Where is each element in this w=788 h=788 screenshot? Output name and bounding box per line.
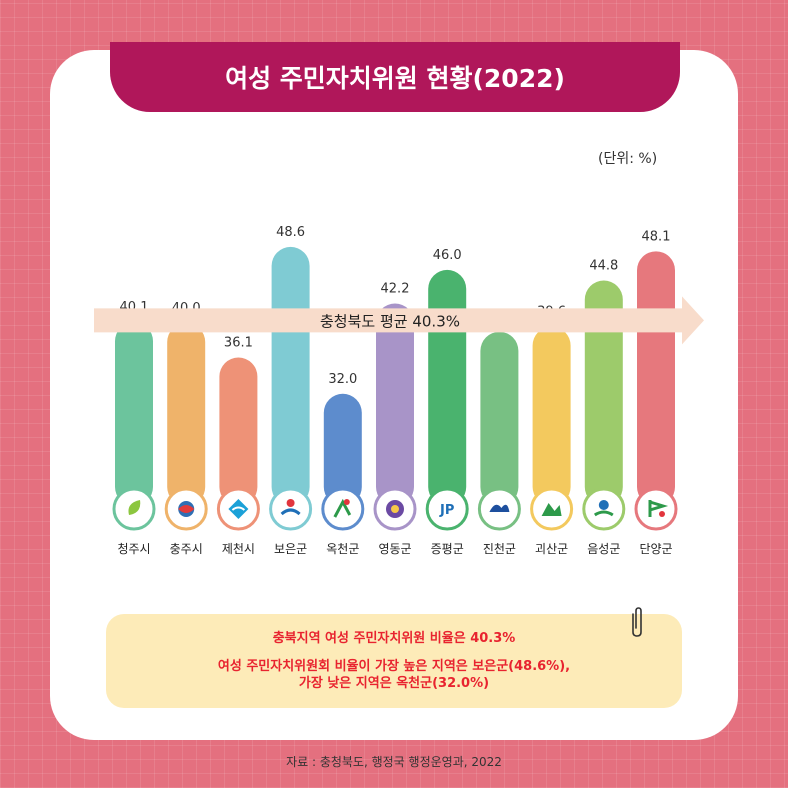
value-label: 48.1	[642, 229, 671, 244]
page-title: 여성 주민자치위원 현황(2022)	[225, 64, 565, 93]
emblem-symbol	[178, 501, 195, 517]
bar	[167, 323, 206, 506]
category-label: 제천시	[222, 541, 255, 556]
flower-emblem-icon	[373, 487, 417, 531]
emblem-ring	[321, 487, 365, 531]
title-banner: 여성 주민자치위원 현황(2022)	[110, 42, 680, 112]
dancer-emblem-icon	[321, 487, 365, 531]
category-label: 영동군	[378, 542, 411, 556]
wave-emblem-icon	[216, 487, 260, 531]
source-note: 자료 : 충청북도, 행정국 행정운영과, 2022	[286, 755, 502, 769]
category-label: 증평군	[431, 542, 464, 556]
value-label: 46.0	[433, 248, 462, 263]
unit-label: (단위: %)	[598, 151, 658, 167]
emblem-symbol	[593, 500, 614, 517]
person-emblem-icon	[269, 487, 313, 531]
category-label: 괴산군	[535, 542, 568, 556]
category-label: 보은군	[274, 542, 307, 556]
bar	[376, 303, 414, 506]
bar	[323, 393, 362, 506]
bar	[637, 251, 675, 506]
emblem-symbol	[648, 500, 669, 517]
category-label: 충주시	[170, 542, 203, 556]
emblem-symbol	[489, 504, 510, 512]
bar	[428, 269, 467, 506]
bar	[584, 280, 623, 506]
value-label: 44.8	[589, 259, 618, 274]
bar	[115, 322, 153, 506]
emblem-symbol	[386, 500, 404, 518]
average-label: 충청북도 평균 40.3%	[320, 312, 460, 330]
emblem-symbol	[333, 498, 352, 518]
value-label: 48.6	[276, 225, 305, 240]
category-labels: 청주시 충주시 제천시 보은군 옥천군 영동군 증평군 진천군 괴산군 음성군 단양군	[117, 541, 672, 556]
category-label: 단양군	[639, 542, 672, 556]
average-arrow-shape	[94, 296, 704, 345]
emblem-symbol	[541, 503, 562, 516]
bar	[219, 357, 258, 506]
bars-group: 40.140.036.148.632.042.246.039.039.644.8…	[115, 225, 675, 506]
bar	[271, 246, 310, 506]
value-label: 32.0	[328, 372, 357, 387]
sun-emblem-icon	[582, 487, 626, 531]
bar	[480, 331, 519, 506]
emblems-group: JP	[112, 487, 678, 531]
emblem-symbol	[228, 499, 249, 519]
value-label: 42.2	[381, 282, 410, 297]
cloud-emblem-icon	[477, 487, 521, 531]
paperclip-icon	[632, 607, 642, 637]
value-label: 36.1	[224, 336, 253, 351]
category-label: 청주시	[117, 542, 150, 556]
category-label: 진천군	[483, 541, 516, 556]
category-label: 옥천군	[326, 541, 359, 556]
emblem-symbol	[128, 500, 141, 515]
bar	[532, 326, 571, 506]
emblem-symbol	[280, 499, 301, 516]
category-label: 음성군	[587, 542, 620, 556]
emblem-ring	[425, 487, 469, 531]
summary-line-2: 여성 주민자치위원회 비율이 가장 높은 지역은 보은군(48.6%),	[217, 659, 571, 674]
summary-box: 충북지역 여성 주민자치위원 비율은 40.3% 여성 주민자치위원회 비율이 …	[106, 614, 682, 708]
mountain-emblem-icon	[530, 487, 574, 531]
svg-text:JP: JP	[439, 503, 454, 518]
emblem-symbol: JP	[439, 503, 454, 518]
summary-line-1: 충북지역 여성 주민자치위원 비율은 40.3%	[272, 631, 516, 646]
letters-emblem-icon: JP	[425, 487, 469, 531]
summary-line-3: 가장 낮은 지역은 옥천군(32.0%)	[298, 676, 490, 691]
average-arrow: 충청북도 평균 40.3%	[94, 296, 704, 345]
swirl-emblem-icon	[164, 487, 208, 531]
flag-emblem-icon	[634, 487, 678, 531]
leaf-emblem-icon	[112, 487, 156, 531]
